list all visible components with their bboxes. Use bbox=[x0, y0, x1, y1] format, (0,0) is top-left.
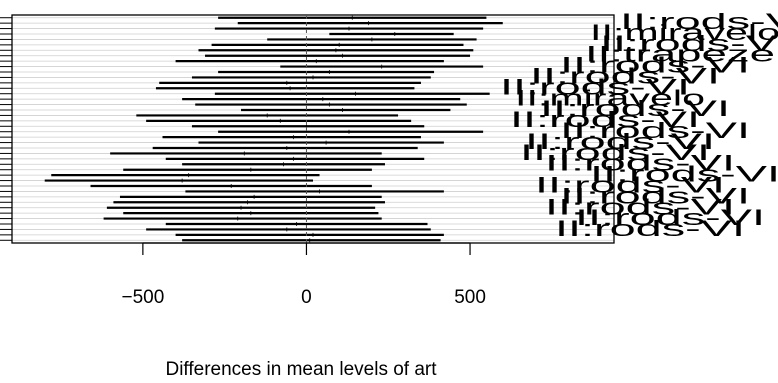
row-label: II:rods-VI bbox=[620, 9, 778, 34]
x-tick-label: 0 bbox=[301, 287, 312, 308]
row-label: II:rods-VI bbox=[535, 173, 725, 198]
row-label: II:rods-VI bbox=[575, 205, 765, 230]
row-label: II:rods-VI bbox=[500, 74, 690, 99]
y-axis-ticks bbox=[0, 17, 12, 241]
row-label: II:rods-VI bbox=[525, 129, 715, 154]
x-tick-label: 500 bbox=[454, 287, 486, 308]
row-label: II:rods-VI bbox=[530, 64, 720, 89]
row-label: II:rods-VI bbox=[600, 31, 778, 56]
row-label: II:rods-VI bbox=[560, 118, 750, 143]
row-label: II:rods-VI bbox=[540, 96, 730, 121]
interval-series bbox=[44, 15, 503, 243]
row-label: II:miravelo bbox=[515, 85, 705, 110]
row-label: II:rods-VI bbox=[545, 194, 735, 219]
row-label: II:miravelo bbox=[590, 20, 778, 45]
x-axis: −500 0 500 bbox=[121, 242, 486, 308]
x-axis-title: Differences in mean levels of art bbox=[165, 359, 437, 380]
row-label: II:rods-VI bbox=[560, 183, 750, 208]
row-label: II:rods-VI bbox=[520, 140, 710, 165]
row-label: II:rods-VI bbox=[555, 216, 745, 241]
row-label: II:rods-VI bbox=[510, 107, 700, 132]
row-labels: II:rods-VIII:miraveloII:rods-VIII:trapez… bbox=[500, 9, 778, 241]
x-tick-label: −500 bbox=[121, 287, 164, 308]
row-label: II:rods-VI bbox=[560, 53, 750, 78]
row-label: II:trapeze bbox=[585, 42, 775, 67]
row-label: II:rods-VI bbox=[590, 162, 778, 187]
row-label: II:rods-VI bbox=[545, 151, 735, 176]
